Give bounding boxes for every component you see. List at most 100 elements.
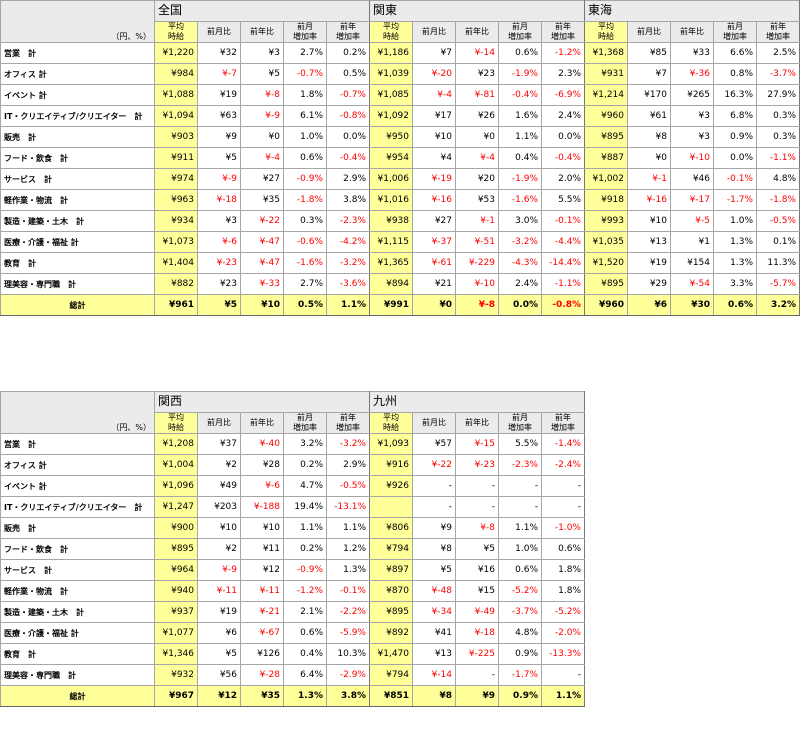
value-cell: -1.8% [756, 189, 800, 211]
value-cell: 1.8% [283, 84, 327, 106]
table-row: 軽作業・物流 計 ¥940 ¥-11 ¥-11 -1.2% -0.1% ¥870 ¥-48 ¥1… [0, 580, 585, 602]
value-cell: ¥1,346 [154, 643, 198, 665]
value-cell: 0.6% [498, 559, 542, 581]
value-cell: ¥940 [154, 580, 198, 602]
value-cell: -0.7% [283, 63, 327, 85]
value-cell: - [498, 496, 542, 518]
value-cell: -0.1% [326, 580, 370, 602]
value-cell: ¥17 [412, 105, 456, 127]
value-cell: 1.1% [283, 517, 327, 539]
header-line: 前月 [297, 22, 313, 32]
value-cell: -1.6% [283, 252, 327, 274]
value-cell: 0.2% [283, 454, 327, 476]
value-cell: ¥23 [455, 63, 499, 85]
value-cell: ¥-4 [455, 147, 499, 169]
value-cell: 10.3% [326, 643, 370, 665]
value-cell: 0.6% [283, 147, 327, 169]
category-label: フード・飲食 計 [0, 538, 155, 560]
value-cell: -0.5% [756, 210, 800, 232]
value-cell: ¥5 [197, 147, 241, 169]
category-label: 販売 計 [0, 126, 155, 148]
value-cell: -1.4% [541, 433, 585, 455]
table-row: 軽作業・物流 計 ¥963 ¥-18 ¥35 -1.8% 3.8% ¥1,016 ¥-16 ¥5… [0, 189, 800, 211]
value-cell: ¥5 [455, 538, 499, 560]
value-cell: -0.6% [283, 231, 327, 253]
value-cell: ¥154 [670, 252, 714, 274]
value-cell: -4.2% [326, 231, 370, 253]
value-cell: ¥-225 [455, 643, 499, 665]
value-cell: ¥61 [627, 105, 671, 127]
value-cell: 0.2% [326, 42, 370, 64]
category-label: 販売 計 [0, 517, 155, 539]
col-header-avg-wage: 平均 時給 [369, 21, 413, 43]
value-cell: -3.6% [326, 273, 370, 295]
region-name: 九州 [369, 391, 585, 413]
value-cell: ¥1,093 [369, 433, 413, 455]
value-cell: -0.4% [541, 147, 585, 169]
col-header-yoy-rate: 前年 増加率 [541, 412, 585, 434]
value-cell: ¥900 [154, 517, 198, 539]
header-line: 増加率 [336, 423, 360, 432]
value-cell: 6.8% [713, 105, 757, 127]
table-row: サービス 計 ¥974 ¥-9 ¥27 -0.9% 2.9% ¥1,006 ¥-19 ¥20 -1… [0, 168, 800, 190]
table-row: 医療・介護・福祉 計 ¥1,077 ¥6 ¥-67 0.6% -5.9% ¥892 ¥41 ¥-… [0, 622, 585, 644]
value-cell: ¥19 [197, 601, 241, 623]
header-line: 時給 [168, 32, 184, 41]
value-cell: 2.4% [541, 105, 585, 127]
value-cell: -0.7% [326, 84, 370, 106]
value-cell: ¥882 [154, 273, 198, 295]
value-cell: ¥-16 [412, 189, 456, 211]
value-cell: -0.9% [283, 168, 327, 190]
table-row: 医療・介護・福祉 計 ¥1,073 ¥-6 ¥-47 -0.6% -4.2% ¥1,115 ¥… [0, 231, 800, 253]
value-cell: ¥7 [412, 42, 456, 64]
total-value-cell: 1.1% [326, 294, 370, 316]
value-cell: - [412, 496, 456, 518]
value-cell: ¥203 [197, 496, 241, 518]
category-label: 教育 計 [0, 252, 155, 274]
table-row: 教育 計 ¥1,404 ¥-23 ¥-47 -1.6% -3.2% ¥1,365 ¥-61 ¥-… [0, 252, 800, 274]
value-cell: 4.7% [283, 475, 327, 497]
value-cell: -1.1% [756, 147, 800, 169]
col-header-yoy-rate: 前年 増加率 [541, 21, 585, 43]
col-header-mom: 前月比 [197, 21, 241, 43]
value-cell: ¥1,016 [369, 189, 413, 211]
category-label: オフィス 計 [0, 454, 155, 476]
value-cell: ¥19 [197, 84, 241, 106]
value-cell: 2.9% [326, 454, 370, 476]
value-cell: ¥3 [197, 210, 241, 232]
table-row: イベント 計 ¥1,088 ¥19 ¥-8 1.8% -0.7% ¥1,085 ¥-4 ¥-81… [0, 84, 800, 106]
value-cell: ¥29 [627, 273, 671, 295]
value-cell: ¥-23 [455, 454, 499, 476]
value-cell: ¥1,039 [369, 63, 413, 85]
total-value-cell: 1.1% [541, 685, 585, 707]
value-cell: -0.5% [326, 475, 370, 497]
value-cell: -1.6% [498, 189, 542, 211]
category-label: IT・クリエイティブ/クリエイター 計 [0, 105, 155, 127]
region-name: 東海 [584, 0, 800, 22]
category-label: 軽作業・物流 計 [0, 189, 155, 211]
value-cell: ¥-22 [412, 454, 456, 476]
value-cell: ¥918 [584, 189, 628, 211]
value-cell: -14.4% [541, 252, 585, 274]
value-cell: 3.0% [498, 210, 542, 232]
value-cell: ¥5 [412, 559, 456, 581]
value-cell: ¥1,088 [154, 84, 198, 106]
value-cell: ¥-14 [412, 664, 456, 686]
table-row: 教育 計 ¥1,346 ¥5 ¥126 0.4% 10.3% ¥1,470 ¥13 ¥-225 0… [0, 643, 585, 665]
value-cell: - [541, 475, 585, 497]
value-cell: ¥937 [154, 601, 198, 623]
value-cell: ¥-11 [240, 580, 284, 602]
region-header-row: （円、%） 全国 関東 東海 [0, 0, 800, 43]
value-cell: ¥1,520 [584, 252, 628, 274]
col-header-avg-wage: 平均 時給 [154, 21, 198, 43]
value-cell: ¥16 [455, 559, 499, 581]
value-cell: 1.3% [713, 231, 757, 253]
value-cell: 0.3% [283, 210, 327, 232]
header-line: 前年 [555, 413, 571, 423]
value-cell: ¥1,035 [584, 231, 628, 253]
value-cell: -3.7% [498, 601, 542, 623]
header-line: 前年 [340, 413, 356, 423]
table-row: 理美容・専門職 計 ¥882 ¥23 ¥-33 2.7% -3.6% ¥894 ¥21 ¥-10… [0, 273, 800, 295]
value-cell: ¥49 [197, 475, 241, 497]
category-label: 教育 計 [0, 643, 155, 665]
